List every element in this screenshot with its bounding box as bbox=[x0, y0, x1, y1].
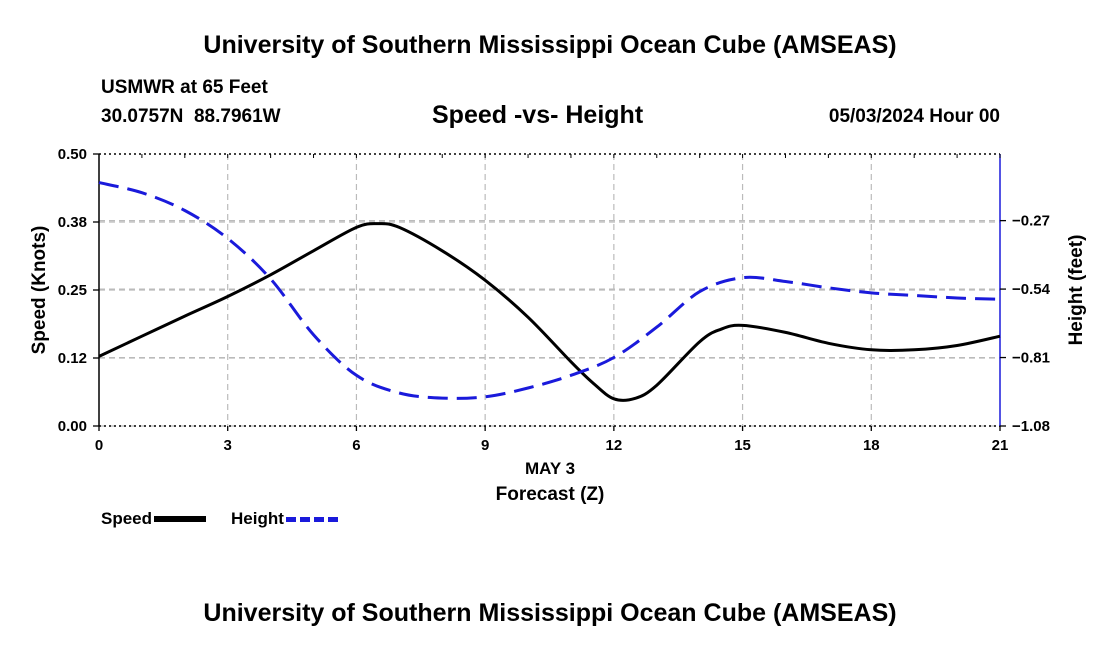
legend-height-label: Height bbox=[231, 509, 284, 528]
x-tick-label: 6 bbox=[352, 437, 360, 454]
y-left-tick-label: 0.38 bbox=[58, 214, 87, 231]
chart-subtitle: Speed -vs- Height bbox=[432, 101, 644, 129]
y-right-axis-title: Height (feet) bbox=[1066, 235, 1087, 346]
legend-speed-swatch bbox=[154, 516, 207, 522]
x-tick-label: 12 bbox=[606, 437, 623, 454]
station-label: USMWR at 65 Feet bbox=[101, 77, 268, 98]
footer-title: University of Southern Mississippi Ocean… bbox=[203, 599, 897, 627]
legend-speed-label: Speed bbox=[101, 509, 153, 528]
x-tick-label: 21 bbox=[992, 437, 1009, 454]
y-right-tick-label: −0.27 bbox=[1012, 213, 1050, 230]
y-left-tick-label: 0.00 bbox=[58, 418, 87, 435]
y-right-tick-label: −0.81 bbox=[1012, 350, 1050, 367]
x-tick-label: 0 bbox=[95, 437, 103, 454]
x-axis-date-label: MAY 3 bbox=[525, 459, 575, 478]
x-tick-label: 9 bbox=[481, 437, 489, 454]
x-tick-label: 15 bbox=[734, 437, 751, 454]
x-tick-label: 3 bbox=[224, 437, 232, 454]
top-title: University of Southern Mississippi Ocean… bbox=[203, 31, 897, 59]
y-right-tick-label: −0.54 bbox=[1012, 281, 1051, 298]
y-left-tick-label: 0.50 bbox=[58, 146, 87, 163]
legend-height: Height bbox=[231, 509, 338, 529]
x-axis-title: Forecast (Z) bbox=[496, 484, 605, 505]
y-left-tick-label: 0.12 bbox=[58, 350, 87, 367]
y-left-tick-label: 0.25 bbox=[58, 282, 87, 299]
y-left-axis-title: Speed (Knots) bbox=[29, 226, 50, 355]
legend-height-swatch bbox=[285, 516, 338, 522]
y-right-tick-label: −1.08 bbox=[1012, 418, 1050, 435]
x-tick-label: 18 bbox=[863, 437, 880, 454]
station-coordinates: 30.0757N 88.7961W bbox=[101, 106, 281, 127]
legend-speed: Speed bbox=[101, 509, 207, 529]
forecast-datetime: 05/03/2024 Hour 00 bbox=[828, 106, 1000, 127]
speed-series-line bbox=[98, 222, 1001, 402]
height-series-line bbox=[98, 181, 1001, 400]
